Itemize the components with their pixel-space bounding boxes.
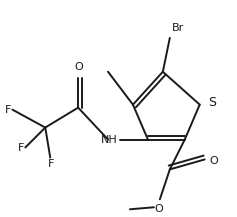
Text: NH: NH bbox=[101, 135, 118, 145]
Text: S: S bbox=[208, 96, 216, 109]
Text: O: O bbox=[210, 156, 219, 166]
Text: F: F bbox=[5, 105, 11, 115]
Text: Br: Br bbox=[172, 23, 184, 33]
Text: O: O bbox=[155, 204, 163, 214]
Text: F: F bbox=[18, 143, 24, 153]
Text: F: F bbox=[48, 159, 55, 169]
Text: O: O bbox=[75, 62, 83, 72]
